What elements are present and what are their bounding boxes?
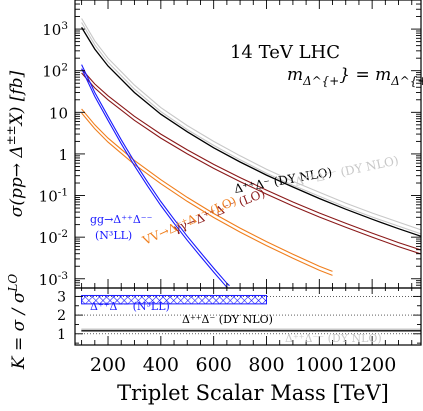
y-tick-label-top-2: 10-1 — [39, 187, 68, 206]
y-tick-label-top-1: 10-2 — [39, 228, 68, 247]
series-band-upper-2 — [81, 68, 421, 251]
bottom-frame — [74, 287, 422, 346]
y-axis-title-bottom: K = σ / σLO — [6, 274, 29, 370]
y-tick-label-top-5: 102 — [42, 62, 68, 81]
y-tick-label-bottom-1: 1 — [57, 327, 66, 343]
y-axis-title-top: σ(pp→ Δ±±X) [fb] — [4, 70, 27, 217]
series-band-upper-3 — [81, 108, 333, 272]
header-energy: 14 TeV LHC — [230, 42, 340, 63]
k-band-2 — [81, 328, 421, 331]
series-band-upper-4 — [81, 64, 230, 287]
x-tick-label-800: 800 — [248, 354, 284, 376]
y-tick-label-top-6: 103 — [42, 20, 68, 39]
x-tick-label-600: 600 — [196, 354, 232, 376]
x-tick-label-200: 200 — [90, 354, 126, 376]
y-tick-label-top-0: 10-3 — [39, 270, 68, 289]
axes-frames — [74, 0, 422, 346]
series-band-lower-3 — [81, 112, 333, 276]
series-band-lower-4 — [81, 68, 229, 288]
y-tick-label-bottom-2: 2 — [57, 308, 66, 324]
series-line-1 — [81, 27, 421, 237]
y-tick-label-bottom-3: 3 — [57, 289, 66, 305]
k-label-dy-single: Δ⁺⁺Δ⁻ (DY NLO) — [182, 313, 273, 326]
k-label-dy-double: Δ⁺⁺Δ⁻⁻ (DY NLO) — [285, 332, 382, 345]
top-plot-area — [81, 18, 421, 288]
top-panel — [81, 18, 421, 288]
series-band-lower-0 — [81, 22, 421, 235]
k-band-crosshatch-0 — [81, 295, 267, 304]
y-tick-label-top-3: 1 — [58, 146, 68, 164]
label-gg: gg→Δ⁺⁺Δ⁻⁻ — [90, 213, 153, 226]
y-tick-label-top-4: 10 — [49, 104, 68, 122]
label-gg-order: (N³LL) — [95, 229, 132, 242]
x-tick-label-400: 400 — [143, 354, 179, 376]
header-mass-relation: mΔ^{+} = mΔ^{++} — [287, 65, 423, 88]
x-tick-label-1200: 1200 — [348, 354, 396, 376]
series-band-upper-0 — [81, 18, 421, 231]
x-tick-label-1000: 1000 — [295, 354, 343, 376]
k-label-gg: Δ⁺⁺Δ⁻⁻ (N³LL) — [90, 300, 170, 313]
label-dy-nlo-double: Δ⁺⁺Δ⁻⁻ (DY NLO) — [294, 153, 400, 189]
x-axis-title: Triplet Scalar Mass [TeV] — [117, 381, 389, 405]
series-band-lower-2 — [81, 72, 421, 255]
